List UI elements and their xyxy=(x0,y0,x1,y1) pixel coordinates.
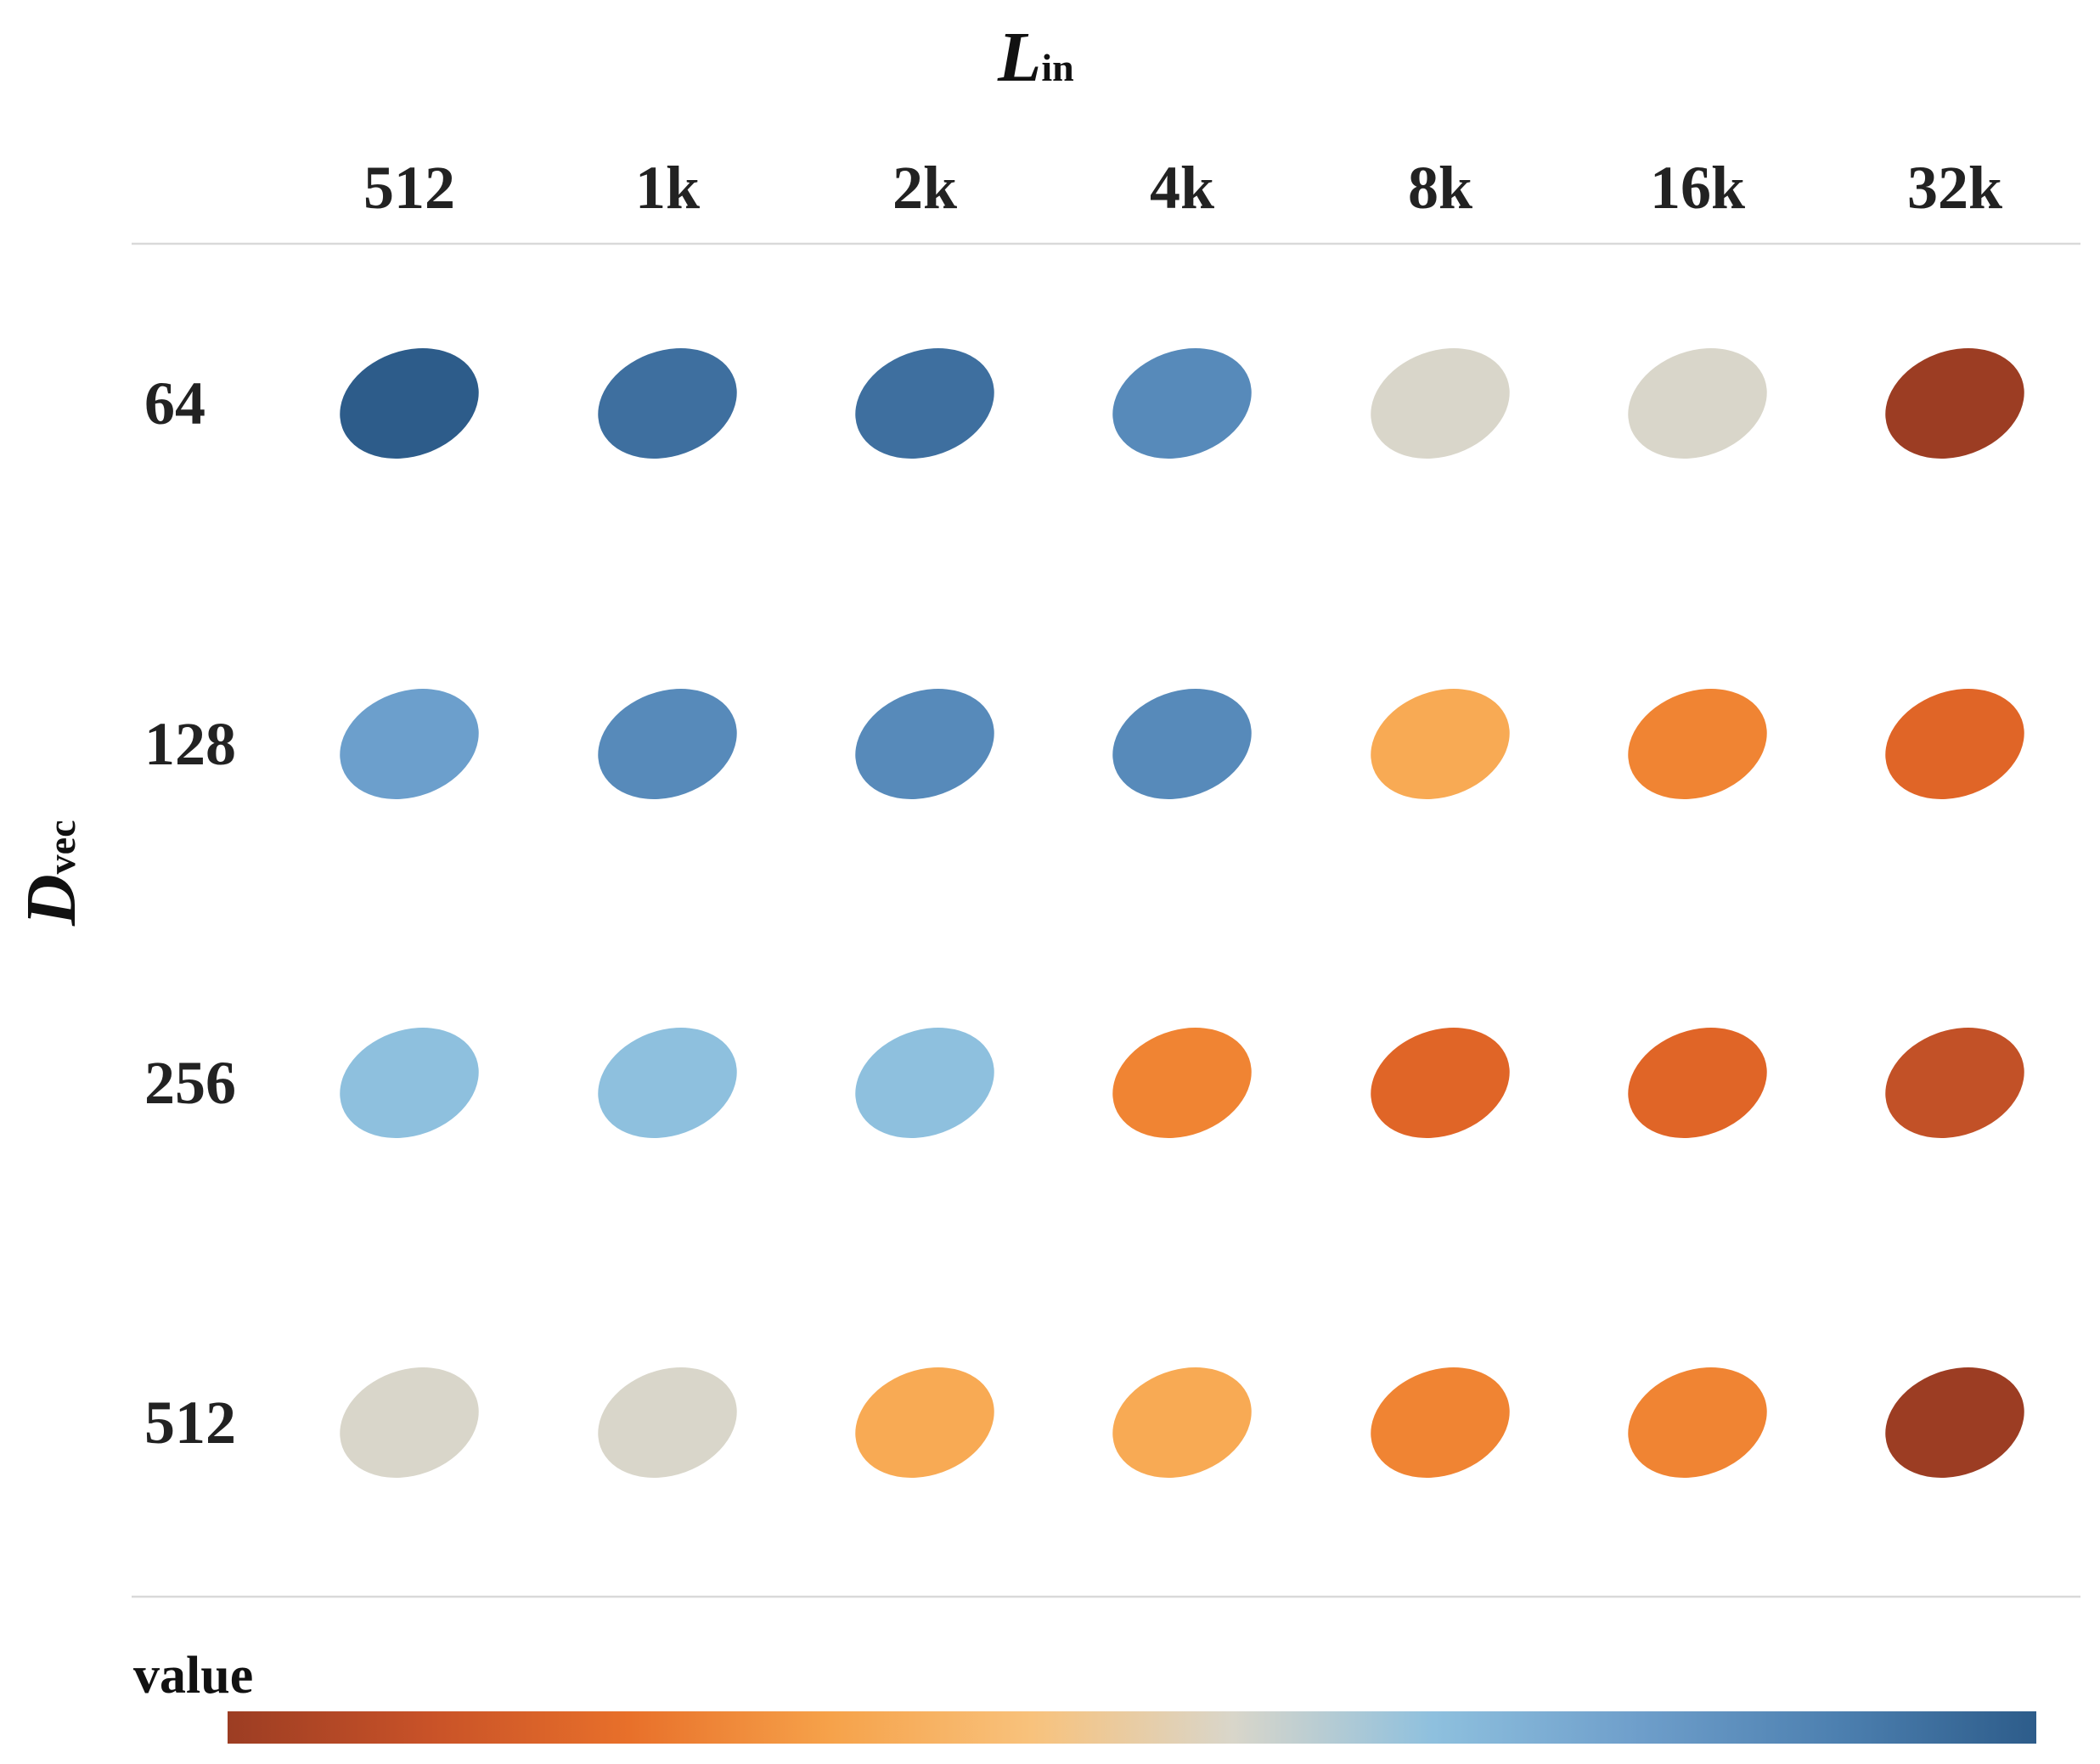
heatmap-cell xyxy=(340,348,479,459)
y-tick-label: 256 xyxy=(144,1049,236,1117)
heatmap-cell xyxy=(1112,1367,1252,1478)
heatmap-cell xyxy=(1371,348,1510,459)
heatmap-cell xyxy=(1371,1028,1510,1138)
y-axis-title: Dvec xyxy=(12,820,91,927)
heatmap-cell xyxy=(340,1028,479,1138)
heatmap-cell xyxy=(1112,1028,1252,1138)
heatmap-cell xyxy=(1112,348,1252,459)
heatmap-cell xyxy=(1885,1028,2024,1138)
heatmap-cell xyxy=(1885,689,2024,799)
x-tick-label: 8k xyxy=(1408,154,1472,222)
heatmap-cell xyxy=(1628,1028,1767,1138)
x-tick-label: 4k xyxy=(1150,154,1214,222)
heatmap-cell xyxy=(1628,348,1767,459)
x-axis-title: Lin xyxy=(997,18,1074,97)
heatmap-cell xyxy=(340,1367,479,1478)
heatmap-cell xyxy=(1112,689,1252,799)
heatmap-cell xyxy=(855,1367,994,1478)
heatmap-cell xyxy=(1885,1367,2024,1478)
heatmap-cell xyxy=(855,689,994,799)
x-tick-labels: 512 1k 2k 4k 8k 16k 32k xyxy=(363,154,2002,222)
heatmap-cell xyxy=(598,348,737,459)
y-tick-label: 128 xyxy=(144,710,236,778)
heatmap-cell xyxy=(855,348,994,459)
x-tick-label: 1k xyxy=(635,154,700,222)
heatmap-cell xyxy=(855,1028,994,1138)
heatmap-cell xyxy=(598,1367,737,1478)
y-tick-label: 64 xyxy=(144,369,205,437)
heatmap-cell xyxy=(1628,689,1767,799)
heatmap-cell xyxy=(598,1028,737,1138)
x-tick-label: 32k xyxy=(1907,154,2002,222)
heatmap-cell xyxy=(1371,1367,1510,1478)
x-tick-label: 512 xyxy=(363,154,455,222)
legend-title: value xyxy=(133,1647,253,1705)
heatmap-cell xyxy=(1885,348,2024,459)
heatmap-cell xyxy=(598,689,737,799)
y-tick-labels: 64 128 256 512 xyxy=(144,369,236,1457)
heatmap-cell xyxy=(1371,689,1510,799)
heatmap-cell xyxy=(1628,1367,1767,1478)
heatmap-cell xyxy=(340,689,479,799)
y-tick-label: 512 xyxy=(144,1389,236,1457)
heatmap-cells xyxy=(340,348,2024,1478)
legend-colorbar xyxy=(228,1711,2036,1744)
x-tick-label: 16k xyxy=(1650,154,1745,222)
x-tick-label: 2k xyxy=(892,154,957,222)
